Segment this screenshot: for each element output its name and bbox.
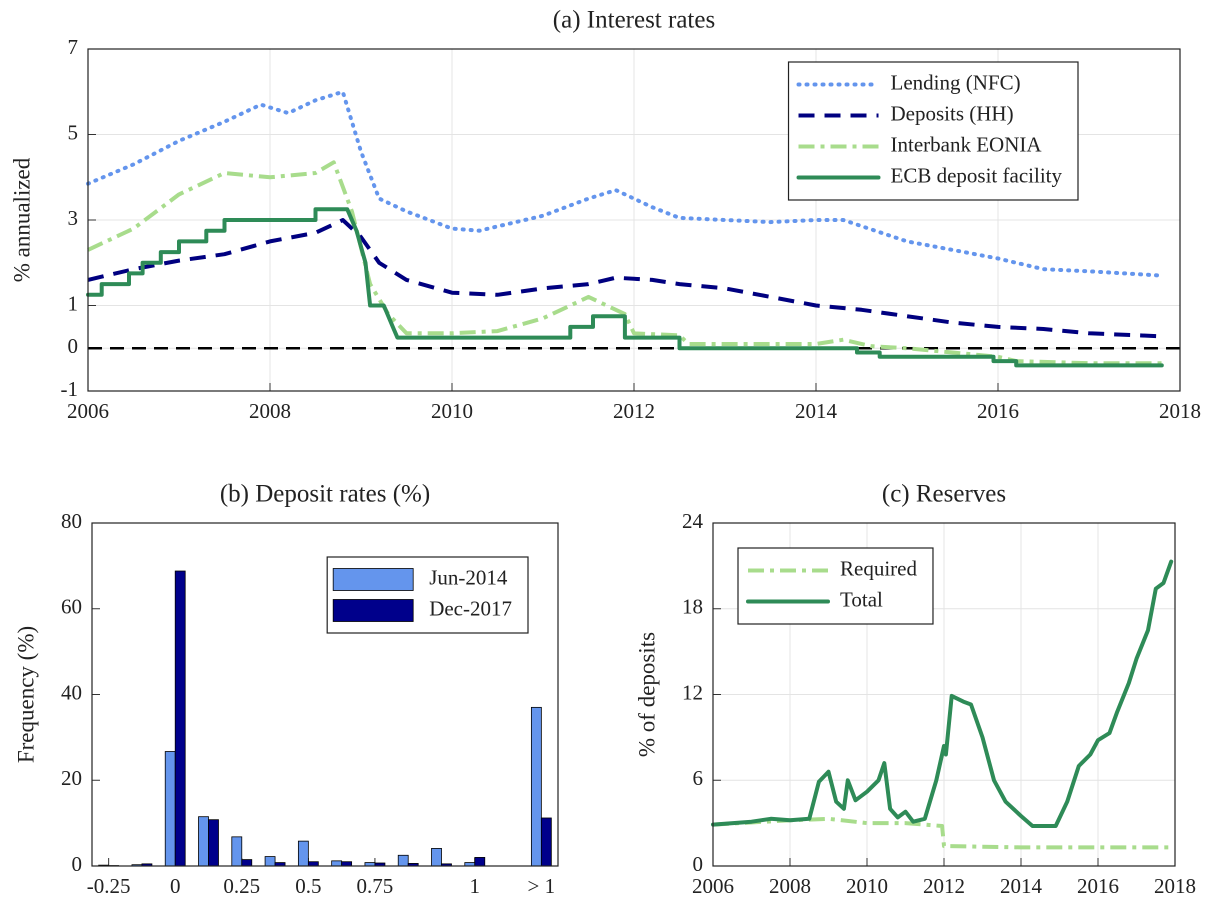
y-tick-label: -1: [61, 377, 79, 401]
legend-swatch: [332, 599, 414, 622]
y-tick-label: 3: [68, 206, 79, 230]
bar: [164, 751, 176, 867]
x-tick-label: 2016: [977, 399, 1019, 423]
y-tick-label: 24: [682, 509, 704, 533]
bar: [474, 857, 486, 867]
bar: [264, 856, 276, 867]
x-tick-label: 2006: [67, 399, 109, 423]
x-tick-label: 2014: [795, 399, 838, 423]
y-tick-label: 0: [72, 852, 83, 876]
series-line: [712, 816, 1172, 850]
legend-box: [737, 547, 934, 625]
series-line: [86, 207, 1164, 368]
x-tick-label: 0.5: [295, 874, 321, 898]
x-tick-label: 2008: [769, 874, 811, 898]
legend: Jun-2014 Dec-2017: [326, 556, 529, 634]
chart-title: (a) Interest rates: [553, 7, 715, 34]
legend-label: ECB deposit facility: [891, 163, 1063, 187]
y-axis-label: Frequency (%): [13, 626, 38, 763]
legend-label: Required: [840, 556, 917, 580]
bar: [341, 861, 353, 867]
bar: [208, 819, 219, 867]
x-tick-label: 2012: [923, 874, 965, 898]
y-tick-label: 1: [68, 291, 79, 315]
bar: [397, 854, 409, 867]
chart-title: (c) Reserves: [882, 481, 1006, 508]
y-tick-label: 18: [682, 595, 703, 619]
bar: [530, 706, 542, 867]
x-tick-label: 2014: [1000, 874, 1043, 898]
legend-label: Jun-2014: [429, 565, 508, 589]
legend-label: Deposits (HH): [891, 101, 1014, 125]
y-axis-label: % annualized: [9, 157, 34, 282]
bar: [241, 859, 253, 867]
legend-label: Interbank EONIA: [891, 132, 1043, 156]
y-tick-label: 0: [693, 852, 704, 876]
x-tick-label: 2018: [1154, 874, 1196, 898]
legend-label: Dec-2017: [429, 596, 512, 620]
y-tick-label: 40: [61, 680, 82, 704]
series-line: [87, 218, 1162, 339]
bar: [307, 861, 319, 867]
x-tick-label: 2010: [431, 399, 473, 423]
bar: [331, 860, 343, 867]
y-tick-label: 6: [693, 766, 704, 790]
series-line: [86, 89, 1164, 278]
axes-box: [91, 522, 559, 867]
bar: [431, 848, 442, 867]
x-tick-label: 2008: [249, 399, 291, 423]
bar: [231, 836, 243, 867]
y-tick-label: 0: [68, 334, 79, 358]
series-line: [87, 160, 1162, 366]
x-tick-label: 0: [170, 874, 181, 898]
x-tick-label: 0.75: [357, 874, 394, 898]
x-tick-label: 2010: [846, 874, 888, 898]
bar: [540, 817, 552, 867]
x-tick-label: -0.25: [87, 874, 131, 898]
legend-label: Total: [840, 587, 883, 611]
y-tick-label: 20: [61, 766, 82, 790]
chart-title: (b) Deposit rates (%): [220, 481, 430, 508]
y-tick-label: 80: [61, 509, 82, 533]
y-tick-label: 12: [682, 680, 703, 704]
y-axis-label: % of deposits: [634, 632, 659, 757]
y-tick-label: 60: [61, 595, 82, 619]
bar: [297, 840, 309, 867]
axes-box: [712, 522, 1176, 867]
x-tick-label: 2016: [1077, 874, 1119, 898]
x-tick-label: > 1: [528, 874, 556, 898]
legend-swatch: [332, 568, 414, 591]
legend: Required Total: [737, 547, 934, 625]
x-tick-label: 2012: [613, 399, 655, 423]
x-tick-label: 1: [470, 874, 481, 898]
y-tick-label: 7: [68, 35, 79, 59]
series-line: [711, 559, 1174, 828]
legend-label: Lending (NFC): [891, 70, 1021, 94]
bar: [198, 816, 209, 867]
x-tick-label: 2006: [692, 874, 734, 898]
axes-box: [87, 48, 1181, 392]
x-tick-label: 2018: [1159, 399, 1201, 423]
legend: Lending (NFC) Deposits (HH) Interbank EONI…: [787, 61, 1079, 201]
y-tick-label: 5: [68, 120, 79, 144]
bar: [174, 570, 186, 867]
x-tick-label: 0.25: [223, 874, 260, 898]
